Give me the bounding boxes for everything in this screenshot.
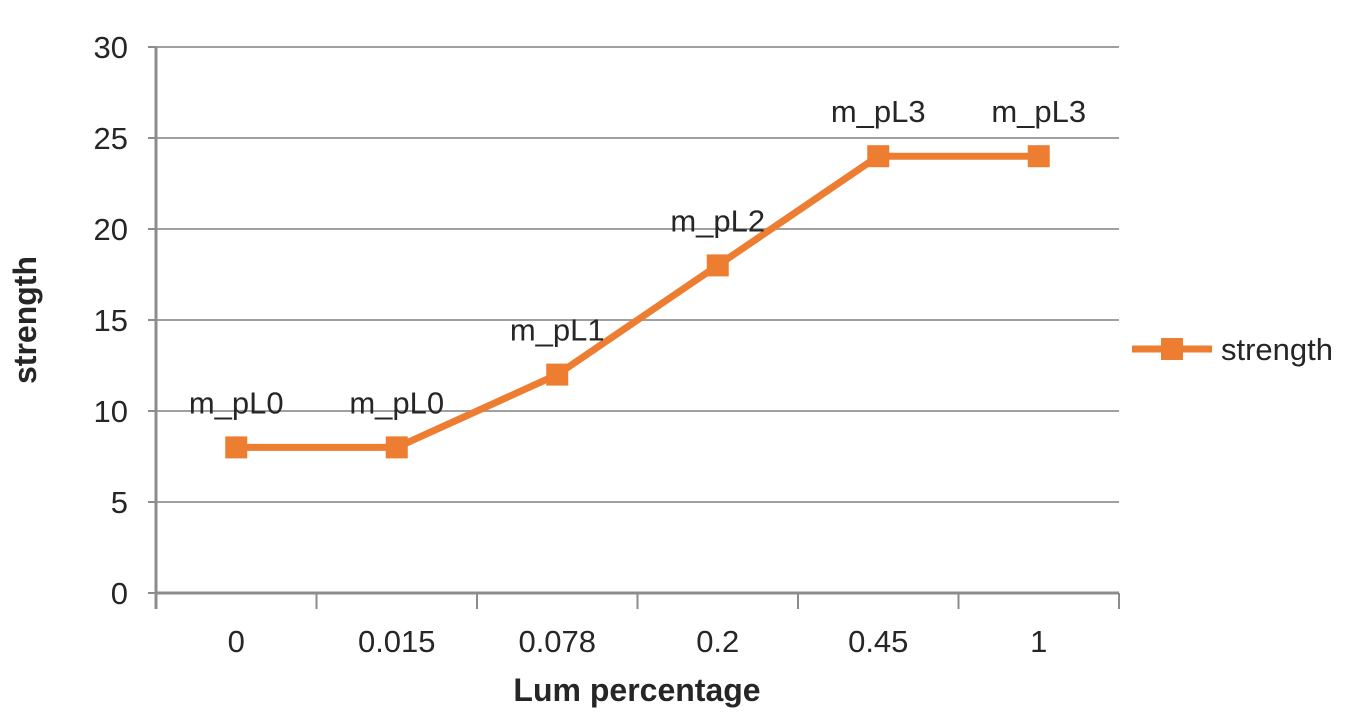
x-tick-label: 0.2: [696, 624, 739, 659]
y-tick-label: 15: [94, 303, 128, 338]
y-tick-label: 20: [94, 212, 128, 247]
data-point-labels: m_pL0 m_pL0 m_pL1 m_pL2 m_pL3 m_pL3: [189, 94, 1086, 420]
x-tick-label: 0.45: [848, 624, 908, 659]
y-tick-label: 0: [111, 576, 128, 611]
series-strength: [225, 145, 1050, 459]
legend-label: strength: [1221, 332, 1333, 367]
y-tick-label: 25: [94, 121, 128, 156]
x-tick-label: 0.015: [358, 624, 436, 659]
data-point-marker: [706, 254, 729, 277]
series-line: [232, 152, 1043, 451]
y-tick-label: 30: [94, 30, 128, 65]
data-point-marker: [546, 363, 569, 386]
data-point-label: m_pL0: [189, 385, 284, 420]
x-tick-label: 0.078: [518, 624, 596, 659]
data-point-label: m_pL3: [991, 94, 1086, 129]
data-point-label: m_pL3: [831, 94, 926, 129]
gridlines: [156, 46, 1119, 503]
legend-square-marker-icon: [1161, 338, 1183, 360]
y-tick-label: 5: [111, 485, 128, 520]
axes: 0 5 10 15 20 25 30 0 0.015 0.078 0.2 0.45 1: [94, 30, 1120, 659]
data-point-marker: [225, 436, 248, 459]
data-point-label: m_pL0: [349, 385, 444, 420]
x-tick-label: 0: [228, 624, 245, 659]
x-tick-label: 1: [1030, 624, 1047, 659]
data-point-marker: [1027, 145, 1050, 168]
y-axis-title: strength: [7, 256, 43, 384]
x-axis-title: Lum percentage: [513, 672, 760, 708]
y-tick-label: 10: [94, 394, 128, 429]
data-point-label: m_pL1: [510, 313, 605, 348]
data-point-label: m_pL2: [670, 203, 765, 238]
data-point-marker: [867, 145, 890, 168]
legend: strength: [1132, 332, 1333, 367]
data-point-marker: [385, 436, 408, 459]
